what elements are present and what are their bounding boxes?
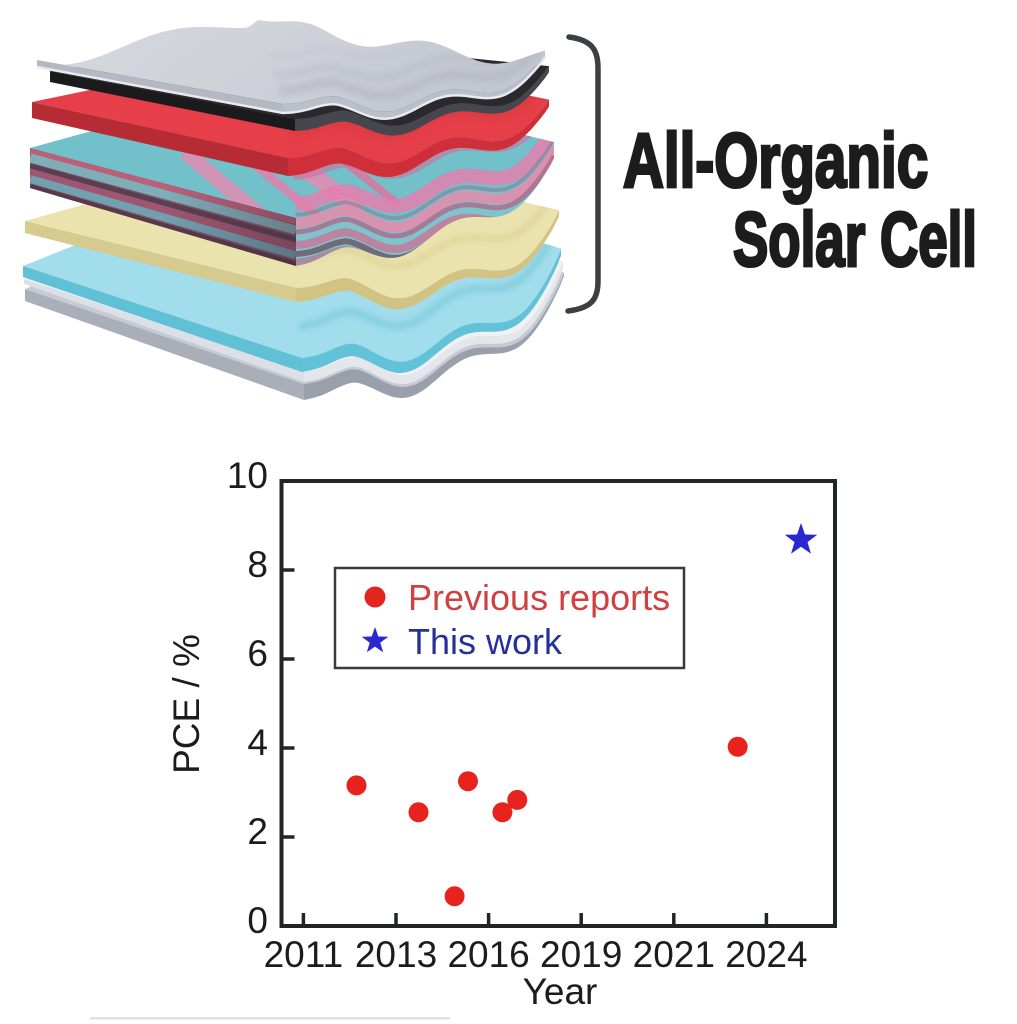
svg-text:4: 4 [247,722,268,763]
svg-text:PCE / %: PCE / % [166,634,207,774]
svg-text:2019: 2019 [540,934,622,975]
svg-text:2011: 2011 [264,934,344,975]
svg-text:6: 6 [247,633,268,674]
svg-text:2021: 2021 [633,934,715,975]
svg-text:2024: 2024 [725,934,807,975]
svg-text:Year: Year [523,971,598,1012]
svg-text:Previous reports: Previous reports [408,577,670,618]
svg-text:This work: This work [408,621,563,662]
svg-text:2016: 2016 [447,934,529,975]
svg-text:2: 2 [247,811,268,852]
svg-text:10: 10 [227,455,268,496]
svg-text:Solar Cell: Solar Cell [733,196,977,282]
svg-text:2013: 2013 [355,934,437,975]
svg-text:8: 8 [247,544,268,585]
svg-text:All-Organic: All-Organic [623,119,928,204]
svg-text:0: 0 [247,900,268,941]
